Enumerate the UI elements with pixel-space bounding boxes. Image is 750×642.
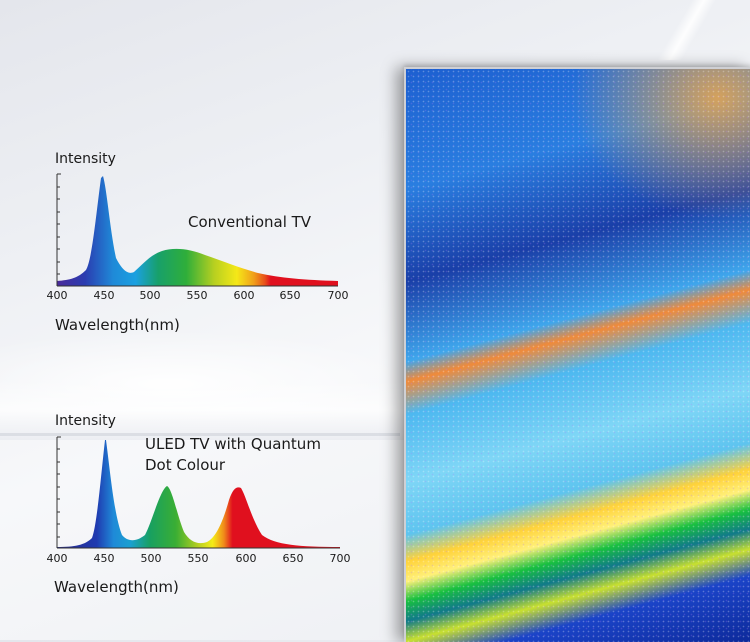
chart-title-line-1: ULED TV with Quantum [145, 435, 321, 453]
x-tick: 500 [140, 552, 162, 565]
x-axis-label: Wavelength(nm) [54, 578, 179, 596]
chart-title: ULED TV with Quantum Dot Colour [145, 434, 321, 476]
y-axis-ticks [57, 436, 61, 538]
x-tick: 550 [187, 552, 209, 565]
conventional-tv-chart: Intensity [0, 0, 380, 340]
x-tick: 400 [46, 289, 68, 302]
tv-screen-glitter [406, 69, 750, 642]
y-axis-label: Intensity [55, 413, 116, 429]
x-axis-label: Wavelength(nm) [55, 316, 180, 334]
x-tick: 600 [233, 289, 255, 302]
x-tick: 500 [139, 289, 161, 302]
x-tick: 450 [93, 552, 115, 565]
x-tick: 550 [186, 289, 208, 302]
tv-screen-art [406, 69, 750, 642]
x-tick: 650 [279, 289, 301, 302]
chart-title: Conventional TV [188, 213, 312, 231]
x-tick: 400 [46, 552, 68, 565]
uled-spectrum-plot [56, 436, 340, 549]
background-sheen-lower [0, 380, 420, 440]
chart-title-line-2: Dot Colour [145, 456, 226, 474]
x-tick: 700 [327, 289, 349, 302]
conventional-spectrum-plot [56, 173, 338, 287]
y-axis-label: Intensity [55, 151, 116, 167]
tv-panel [404, 67, 750, 642]
x-tick: 450 [93, 289, 115, 302]
conventional-spectrum-area [57, 176, 338, 286]
uled-tv-chart: Intensity [46, 413, 351, 596]
x-tick: 700 [329, 552, 351, 565]
background-light-streak [630, 0, 750, 60]
x-tick: 600 [235, 552, 257, 565]
background-divider [0, 433, 400, 436]
x-tick: 650 [282, 552, 304, 565]
y-axis-ticks [57, 173, 61, 275]
